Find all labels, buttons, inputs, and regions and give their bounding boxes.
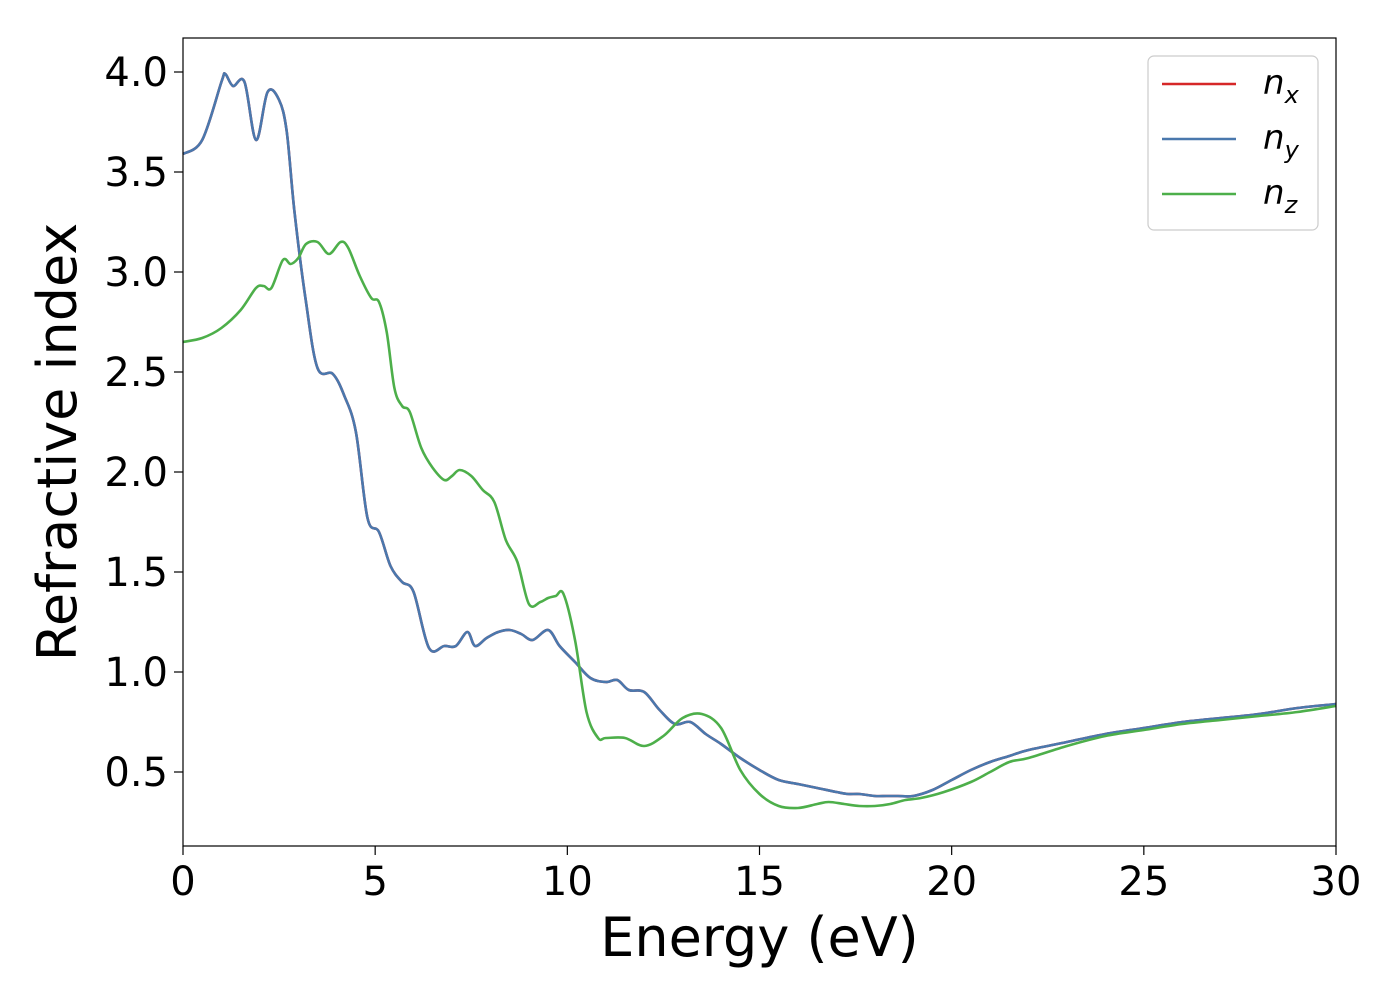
x-axis-title: Energy (eV) (600, 906, 919, 969)
x-tick-label: 15 (734, 859, 785, 905)
x-axis: 0 5 10 15 20 25 30 (170, 846, 1361, 905)
x-tick-label: 0 (170, 859, 195, 905)
series-line-ny (182, 72, 1337, 798)
y-axis: 0.5 1.0 1.5 2.0 2.5 3.0 3.5 4.0 (104, 50, 183, 796)
legend-box (1147, 55, 1319, 231)
legend-label-nx: nx (1263, 63, 1300, 109)
y-tick-label: 4.0 (104, 50, 168, 96)
y-tick-label: 1.0 (104, 650, 168, 696)
legend-label-subscript: y (1284, 136, 1300, 164)
legend-label-base: n (1263, 118, 1285, 158)
legend-label-ny: ny (1263, 118, 1300, 164)
legend-label-nz: nz (1263, 173, 1299, 219)
y-tick-label: 2.5 (104, 350, 168, 396)
y-tick-label: 0.5 (104, 750, 168, 796)
x-tick-label: 10 (542, 859, 593, 905)
legend-label-base: n (1263, 63, 1285, 103)
legend-label-subscript: x (1284, 81, 1300, 109)
x-tick-label: 25 (1118, 859, 1169, 905)
series-layer (182, 72, 1337, 810)
y-tick-label: 3.0 (104, 250, 168, 296)
series-line-nz (182, 239, 1337, 810)
x-tick-label: 30 (1311, 859, 1362, 905)
x-tick-label: 20 (926, 859, 977, 905)
plot-area (182, 37, 1337, 847)
y-tick-label: 3.5 (104, 150, 168, 196)
y-axis-title: Refractive index (26, 223, 89, 662)
y-tick-label: 1.5 (104, 550, 168, 596)
y-tick-label: 2.0 (104, 450, 168, 496)
legend-label-subscript: z (1284, 191, 1299, 219)
x-tick-label: 5 (362, 859, 387, 905)
legend-label-base: n (1263, 173, 1285, 213)
